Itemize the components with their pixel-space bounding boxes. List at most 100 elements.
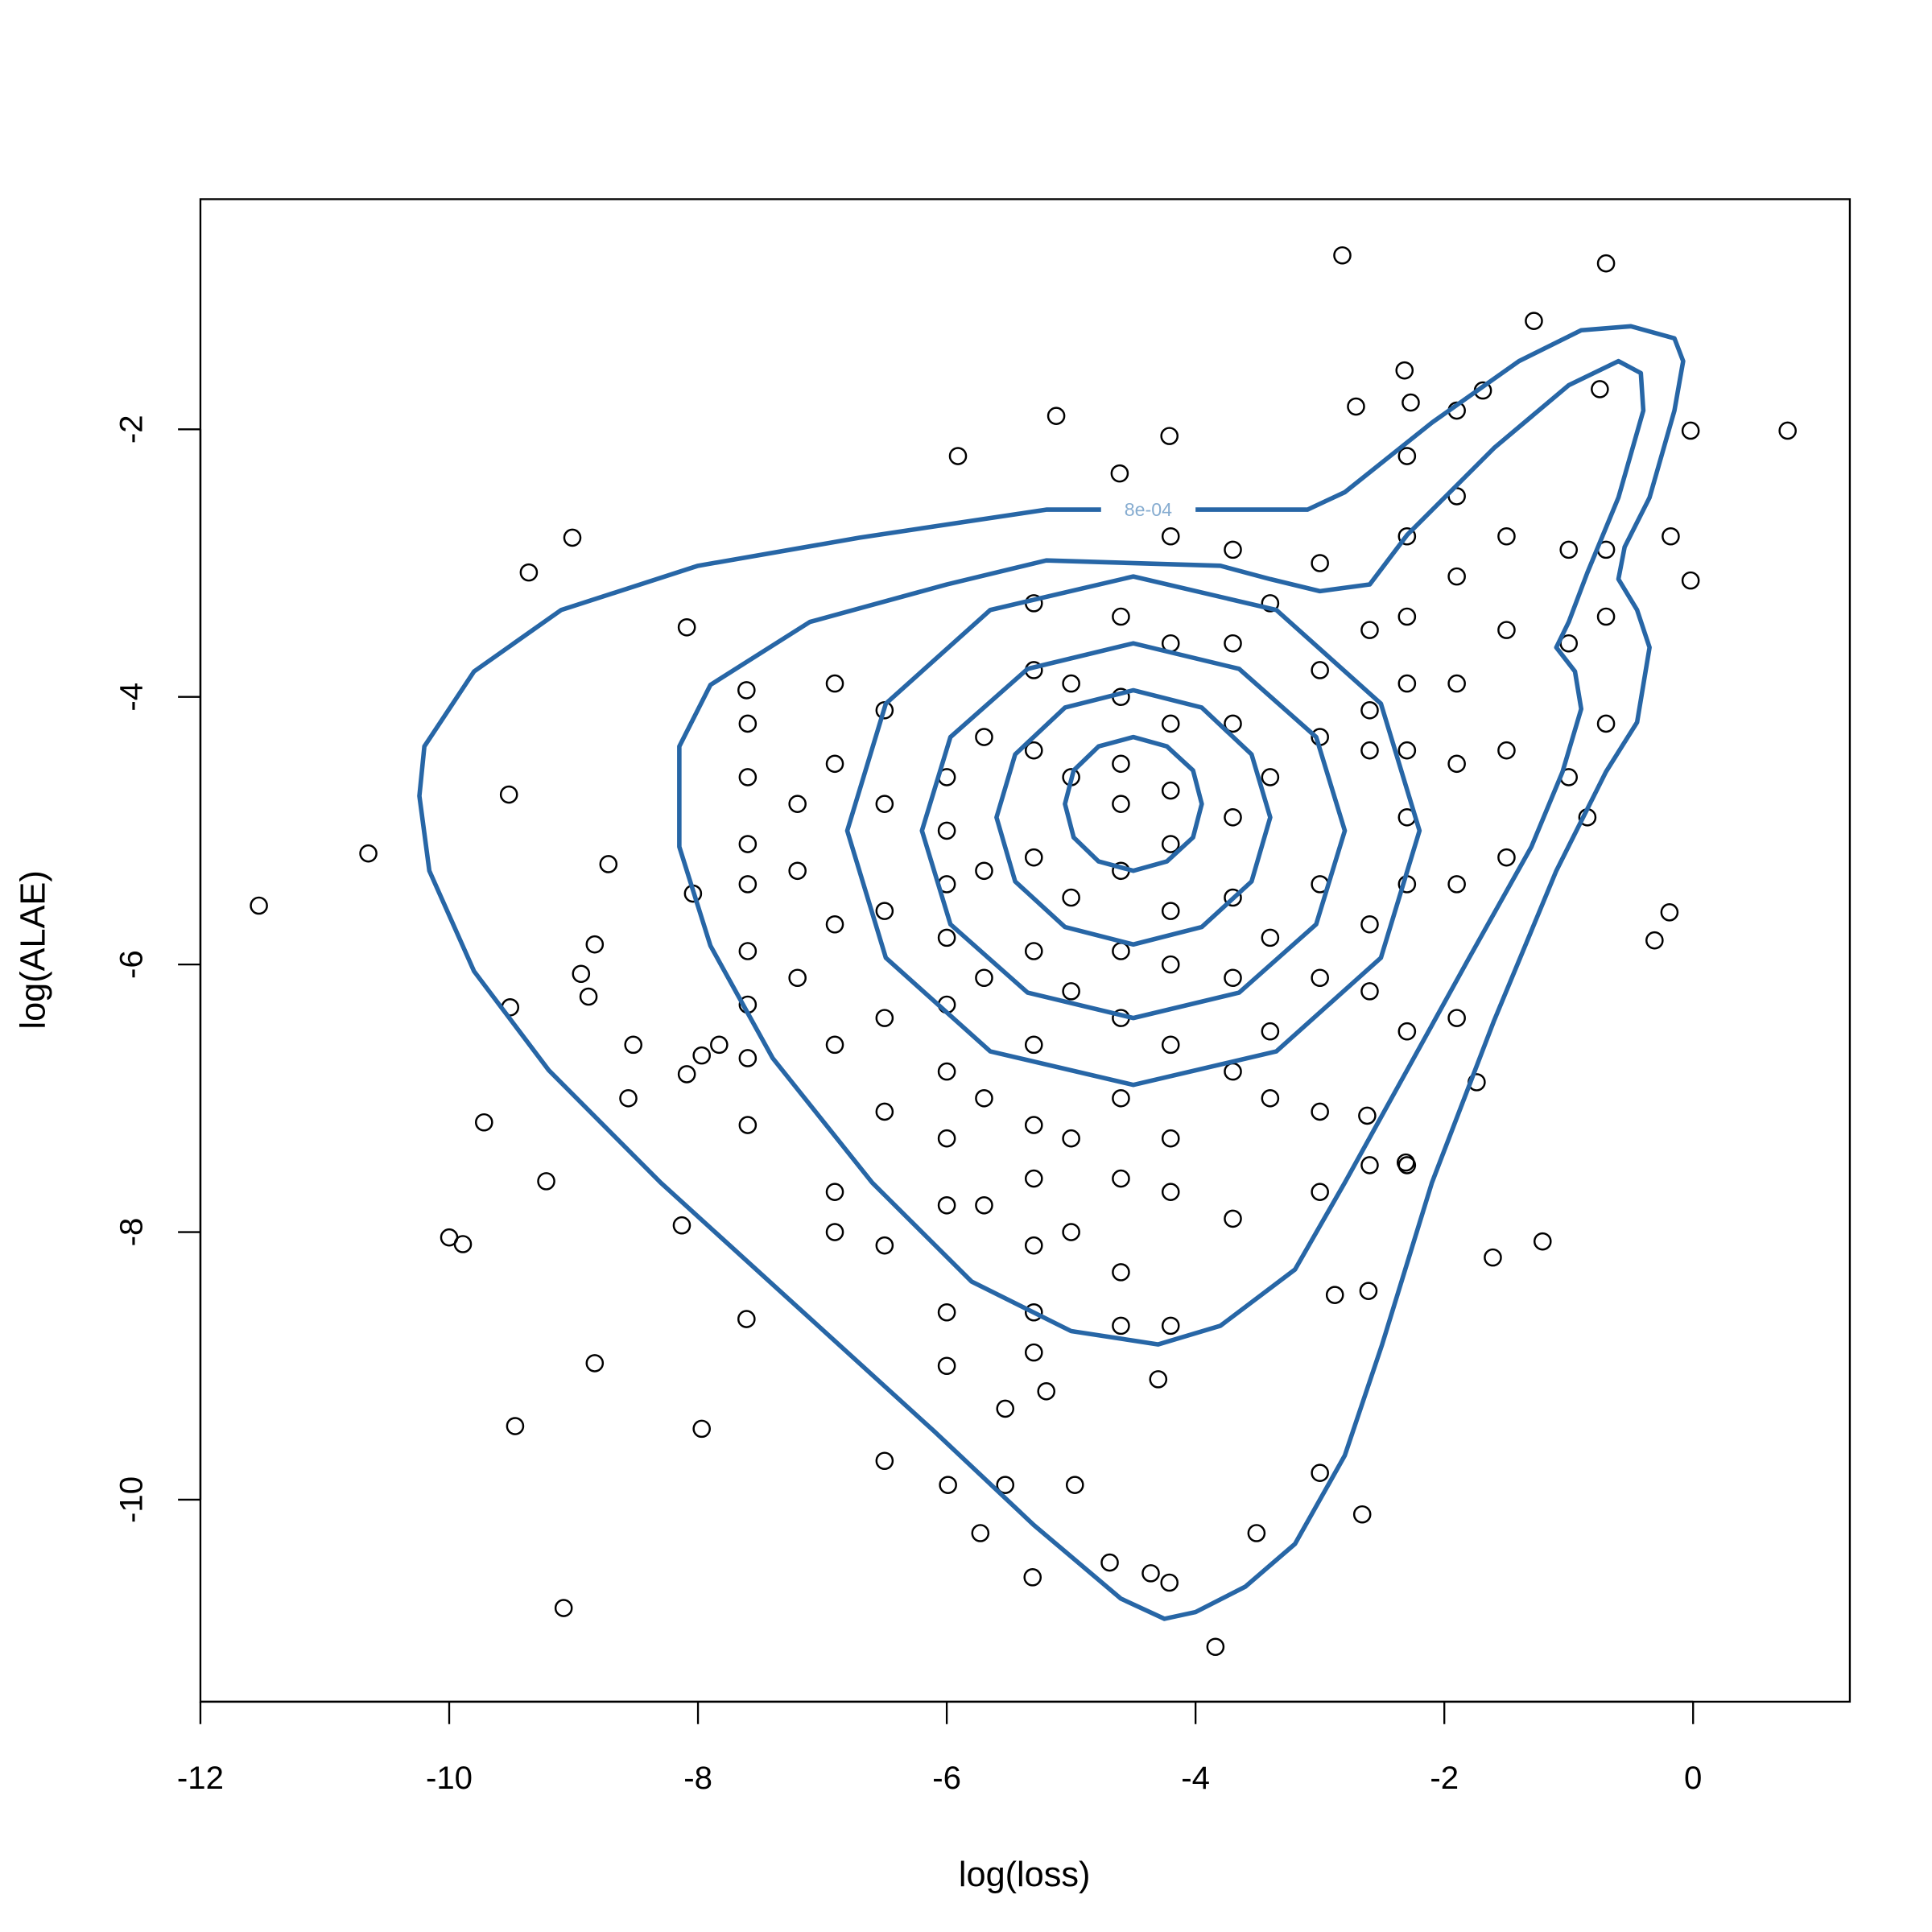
data-point <box>975 1196 993 1215</box>
data-point <box>738 1116 758 1134</box>
data-point <box>506 1417 525 1435</box>
data-point <box>737 681 756 700</box>
data-point <box>1591 380 1609 398</box>
data-point <box>788 861 807 881</box>
data-point <box>1497 526 1516 546</box>
data-point <box>453 1235 473 1253</box>
data-point <box>1046 407 1066 425</box>
data-point <box>937 1196 956 1215</box>
data-point <box>1160 1573 1179 1592</box>
data-point <box>1023 1568 1042 1587</box>
data-point <box>1024 741 1043 760</box>
data-point <box>1525 312 1543 330</box>
data-point <box>1447 754 1466 774</box>
data-point <box>875 795 894 813</box>
data-point <box>1360 982 1379 1001</box>
x-tick-label: -2 <box>1430 1760 1459 1796</box>
data-point <box>1681 421 1700 440</box>
data-point <box>1024 1343 1043 1362</box>
data-point <box>1024 1035 1043 1055</box>
data-point <box>1161 714 1180 733</box>
data-point <box>1161 835 1180 853</box>
data-point <box>1160 427 1179 445</box>
data-point <box>996 1399 1015 1418</box>
data-point <box>1024 1236 1043 1255</box>
data-point <box>1662 526 1680 546</box>
x-tick-label: -10 <box>426 1760 473 1796</box>
data-point <box>1311 661 1329 679</box>
data-point <box>975 728 993 746</box>
data-point <box>474 1113 493 1132</box>
data-point <box>1447 1009 1466 1027</box>
data-point <box>1261 928 1280 947</box>
data-point <box>1447 674 1466 693</box>
data-point <box>1311 968 1329 988</box>
data-point <box>572 964 591 984</box>
data-point <box>1261 1022 1280 1041</box>
data-point <box>937 1356 956 1376</box>
data-point <box>1397 741 1417 760</box>
data-point <box>1112 1316 1130 1335</box>
data-point <box>1062 982 1080 1001</box>
data-point <box>1360 741 1379 760</box>
data-point <box>537 1172 555 1191</box>
data-point <box>738 942 758 960</box>
data-point <box>875 1451 894 1471</box>
data-point <box>1359 1282 1378 1300</box>
data-point <box>1311 1463 1329 1482</box>
data-point <box>825 914 844 934</box>
data-point <box>1224 540 1242 559</box>
data-point <box>1596 254 1616 273</box>
data-point <box>1358 1106 1377 1125</box>
data-point <box>738 1049 758 1067</box>
data-point <box>937 1302 956 1322</box>
contour-line <box>844 574 1422 1088</box>
data-point <box>1062 1129 1080 1148</box>
data-point <box>1161 1183 1180 1201</box>
data-point <box>996 1476 1015 1494</box>
data-point <box>519 563 539 582</box>
data-point <box>1161 1035 1180 1055</box>
contour-line <box>994 687 1273 947</box>
data-point <box>1447 875 1466 894</box>
data-point <box>825 754 844 774</box>
y-tick-label: -10 <box>113 1476 149 1523</box>
data-point <box>1261 1089 1280 1108</box>
y-tick-label: -6 <box>113 950 149 979</box>
data-point <box>585 1354 605 1373</box>
data-point <box>937 1062 956 1081</box>
data-point <box>579 987 598 1006</box>
data-point <box>825 1183 844 1201</box>
data-point <box>1161 526 1180 546</box>
data-point <box>1397 607 1417 626</box>
x-tick-label: -12 <box>177 1760 224 1796</box>
data-point <box>1360 914 1379 934</box>
data-point <box>937 821 956 840</box>
data-point <box>1224 1062 1242 1081</box>
data-point <box>672 1216 691 1235</box>
y-axis-label: log(ALAE) <box>14 870 53 1029</box>
data-point <box>1161 902 1180 920</box>
data-point <box>585 935 605 954</box>
data-point <box>1112 942 1130 960</box>
data-point <box>1206 1637 1225 1657</box>
data-point <box>1311 554 1329 572</box>
data-point <box>1024 848 1043 867</box>
data-point <box>738 835 758 853</box>
data-point <box>1261 768 1280 786</box>
data-point <box>1559 540 1579 559</box>
data-point <box>563 528 582 547</box>
x-tick-label: 0 <box>1684 1760 1702 1796</box>
y-tick-label: -2 <box>113 415 149 444</box>
data-point <box>250 896 268 915</box>
data-point <box>1395 361 1414 380</box>
data-point <box>975 1089 993 1108</box>
data-point <box>738 875 758 894</box>
data-point <box>1596 714 1616 733</box>
data-point <box>1065 1476 1084 1494</box>
y-tick-label: -4 <box>113 683 149 712</box>
contour-line <box>417 324 1686 1621</box>
data-point <box>1533 1232 1552 1251</box>
data-point <box>1161 1129 1180 1148</box>
